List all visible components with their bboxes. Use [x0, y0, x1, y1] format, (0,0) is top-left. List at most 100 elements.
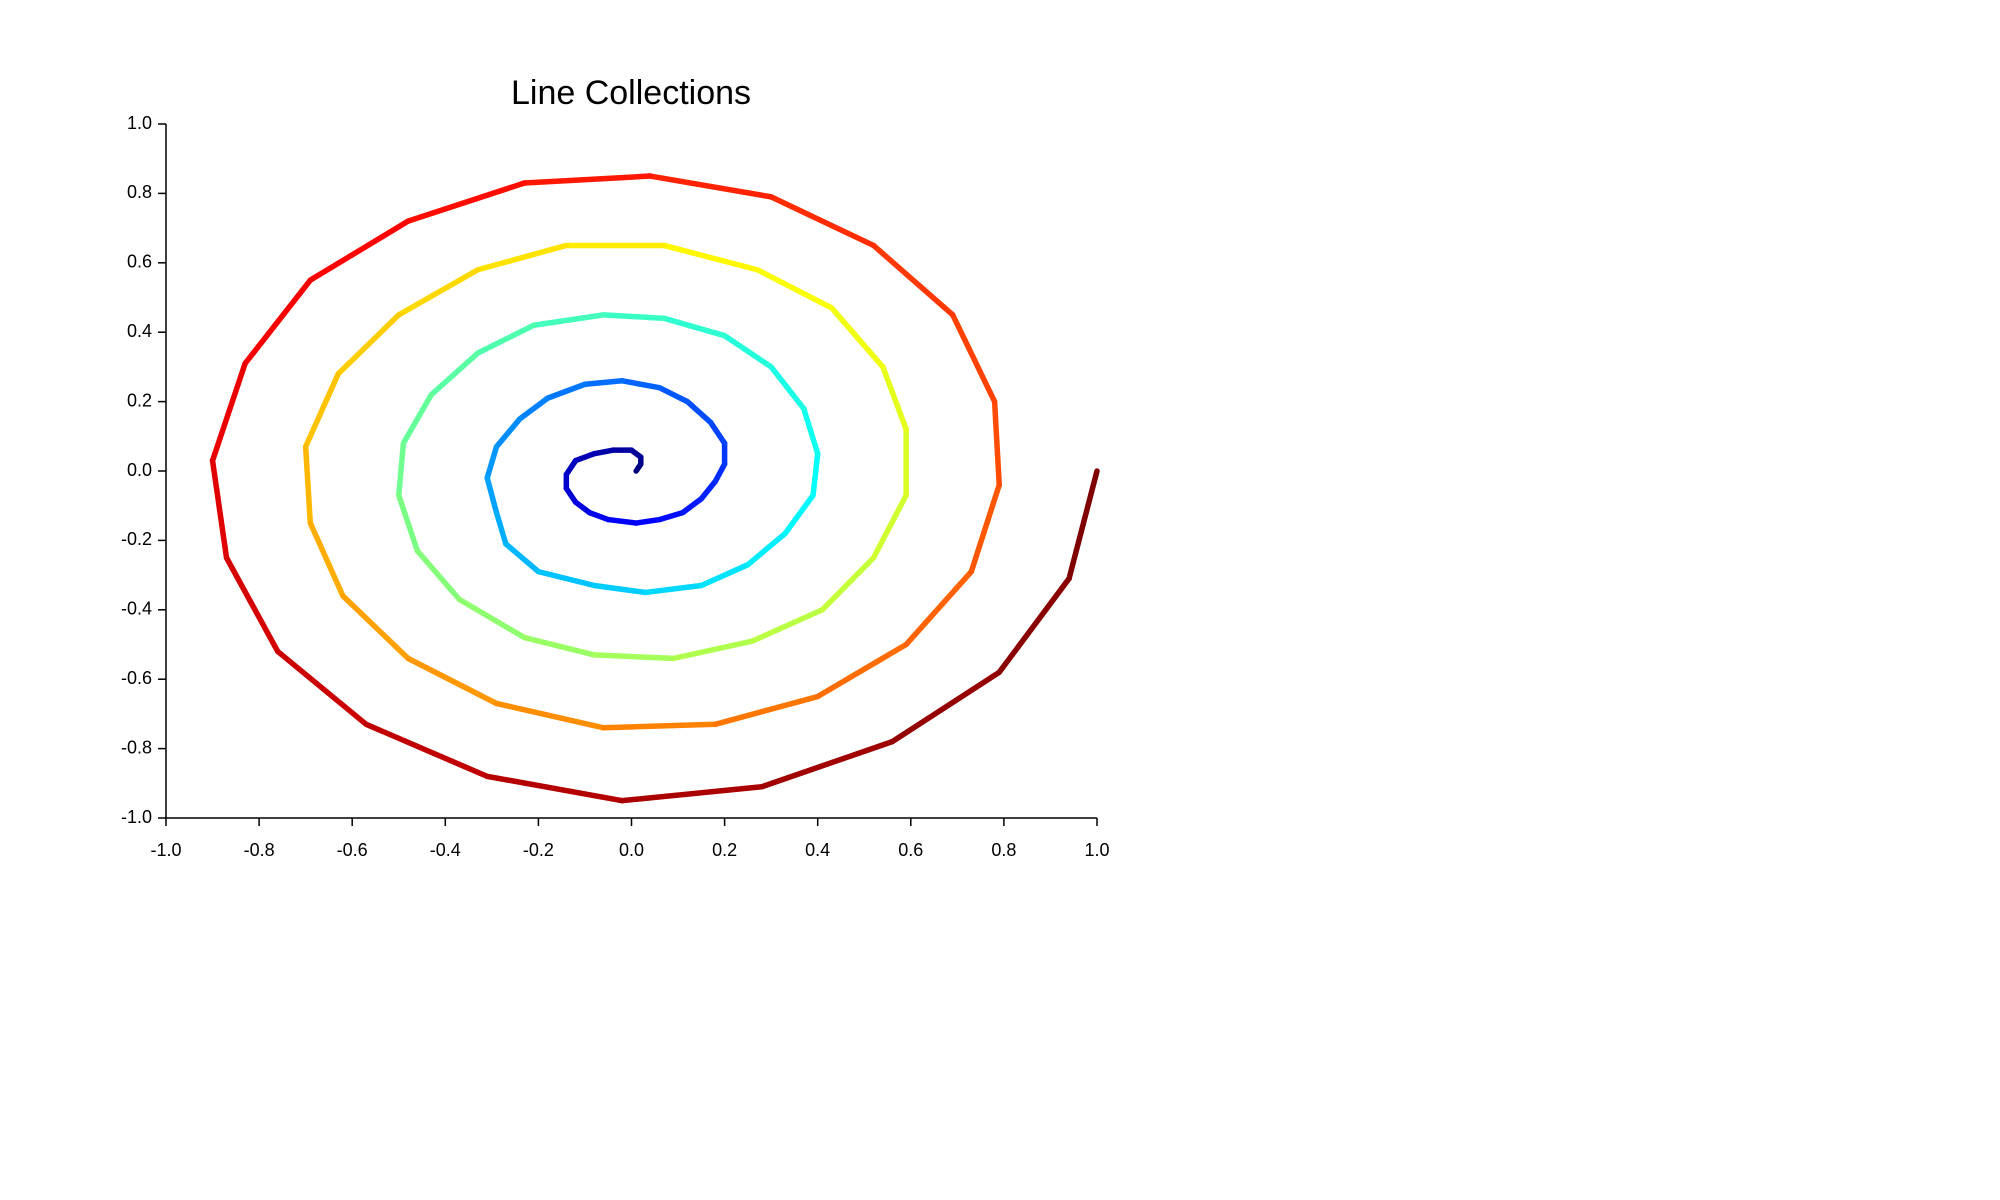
- line-segment: [949, 312, 998, 405]
- line-segment: [656, 384, 691, 405]
- line-segment: [754, 266, 835, 311]
- line-segment: [619, 784, 765, 804]
- y-tick-label: -0.4: [121, 599, 152, 619]
- line-segment: [800, 405, 821, 457]
- line-segment: [493, 509, 509, 547]
- line-segment: [396, 440, 407, 499]
- line-segment: [475, 322, 537, 356]
- line-segment: [968, 482, 1002, 575]
- line-segment: [903, 568, 975, 648]
- line-segment: [810, 450, 821, 499]
- x-tick-label: -0.6: [337, 840, 368, 860]
- line-segment: [889, 669, 1002, 745]
- line-segment: [484, 773, 625, 804]
- x-tick-label: 1.0: [1084, 840, 1109, 860]
- y-tick-label: -0.8: [121, 737, 152, 757]
- line-segment: [302, 443, 314, 526]
- line-segment: [363, 721, 490, 780]
- line-segment: [517, 395, 551, 422]
- line-segment: [475, 242, 570, 273]
- y-tick-label: 0.0: [127, 460, 152, 480]
- line-segment: [521, 634, 598, 658]
- line-segment: [340, 593, 411, 662]
- y-tick-label: 0.8: [127, 182, 152, 202]
- line-segment: [828, 305, 886, 370]
- line-segment: [600, 721, 719, 731]
- y-tick-label: -1.0: [121, 807, 152, 827]
- y-tick-label: -0.6: [121, 668, 152, 688]
- line-segment: [521, 173, 653, 186]
- line-segment: [647, 173, 774, 200]
- line-segment: [661, 315, 728, 339]
- line-segment: [302, 371, 341, 450]
- line-segment: [991, 398, 1002, 488]
- line-segment: [586, 509, 611, 523]
- y-tick-label: -0.2: [121, 529, 152, 549]
- line-segment: [405, 655, 500, 707]
- line-segment: [484, 475, 500, 516]
- line-segment: [396, 492, 421, 554]
- x-tick-label: 0.6: [898, 840, 923, 860]
- line-segment: [605, 516, 639, 526]
- line-segment: [582, 378, 625, 387]
- line-segment: [759, 738, 895, 790]
- line-segment: [661, 242, 760, 273]
- line-segment: [712, 461, 728, 485]
- line-segment: [698, 561, 751, 589]
- line-segment: [572, 499, 593, 516]
- y-tick-label: 0.4: [127, 321, 152, 341]
- y-tick-label: 0.6: [127, 252, 152, 272]
- line-segment: [563, 457, 579, 478]
- line-segment: [870, 492, 909, 561]
- line-segment: [335, 312, 402, 377]
- line-segment: [209, 457, 230, 561]
- line-segment: [749, 607, 826, 644]
- x-tick-label: -0.4: [430, 840, 461, 860]
- line-segment: [591, 652, 677, 662]
- line-segment: [307, 520, 346, 599]
- x-tick-label: 0.0: [619, 840, 644, 860]
- x-tick-label: 0.4: [805, 840, 830, 860]
- line-segment: [307, 218, 411, 283]
- line-segment: [484, 443, 500, 481]
- line-segment: [679, 496, 705, 516]
- line-segment: [619, 378, 663, 391]
- line-segment: [870, 242, 956, 318]
- x-tick-label: 0.8: [991, 840, 1016, 860]
- x-tick-label: 0.2: [712, 840, 737, 860]
- line-segment: [209, 360, 248, 464]
- line-segment: [768, 364, 807, 412]
- line-segment: [819, 555, 877, 613]
- y-tick-label: 1.0: [127, 113, 152, 133]
- line-segment: [721, 332, 774, 370]
- line-segment: [456, 596, 528, 641]
- line-segment: [656, 509, 686, 523]
- line-segment: [633, 516, 663, 526]
- line-segment: [712, 693, 821, 728]
- y-tick-label: 0.2: [127, 390, 152, 410]
- line-segment: [707, 419, 728, 446]
- line-segment: [242, 277, 314, 367]
- line-segment: [591, 582, 649, 596]
- line-segment: [428, 350, 481, 398]
- line-segment: [814, 641, 909, 700]
- line-segment: [745, 530, 788, 568]
- line-segment: [493, 700, 607, 731]
- line-segment: [572, 450, 598, 464]
- chart-title: Line Collections: [511, 74, 751, 112]
- line-segment: [698, 478, 719, 502]
- line-segment: [503, 541, 542, 575]
- line-segment: [600, 312, 667, 322]
- x-tick-label: -0.2: [523, 840, 554, 860]
- line-segment: [414, 548, 463, 603]
- line-segment: [996, 575, 1072, 676]
- line-segment: [642, 582, 705, 596]
- line-segment: [493, 416, 523, 450]
- line-segment: [396, 266, 481, 318]
- line-segment: [684, 398, 714, 426]
- line-segment: [768, 194, 877, 249]
- line-segment: [670, 638, 756, 662]
- x-tick-label: -1.0: [150, 840, 181, 860]
- line-segment: [400, 391, 435, 446]
